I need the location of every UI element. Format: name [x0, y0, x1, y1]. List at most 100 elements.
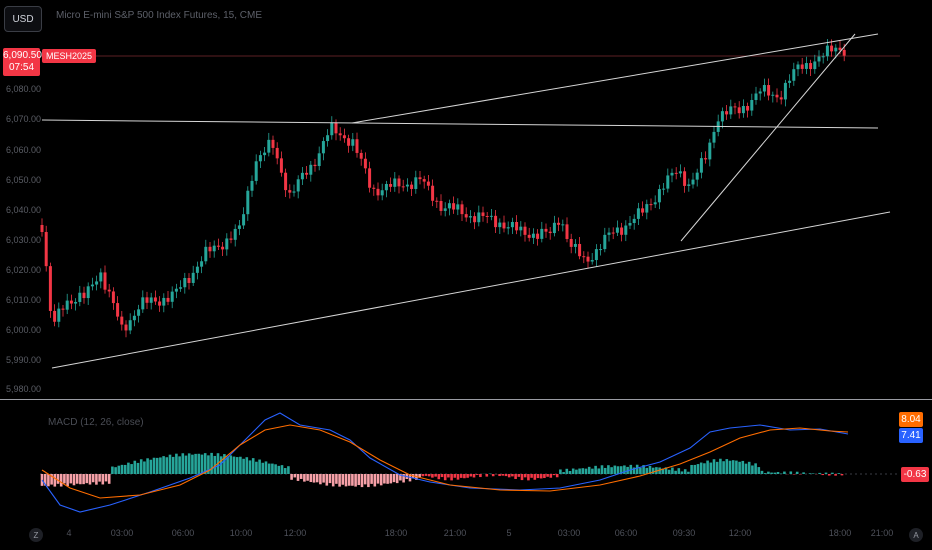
macd-histogram-bar	[219, 456, 223, 474]
candle-body	[683, 171, 687, 186]
candle-body	[741, 105, 745, 114]
macd-histogram-bar	[360, 474, 364, 488]
candle-body	[674, 172, 678, 174]
auto-scale-button[interactable]: A	[909, 528, 923, 542]
pane-divider[interactable]	[0, 399, 932, 400]
candle-body	[431, 185, 435, 201]
macd-histogram-bar	[808, 473, 812, 474]
candle-body	[347, 138, 351, 146]
candle-body	[825, 45, 829, 57]
candle-body	[86, 286, 90, 299]
candle-body	[78, 292, 82, 302]
candle-body	[166, 297, 170, 302]
macd-histogram-bar	[453, 474, 457, 478]
candle-body	[586, 256, 590, 262]
macd-histogram-bar	[379, 474, 383, 486]
candle-body	[624, 225, 628, 235]
macd-histogram-bar	[831, 472, 834, 474]
macd-histogram-bar	[603, 467, 607, 474]
macd-indicator-title[interactable]: MACD (12, 26, close)	[48, 417, 144, 428]
macd-histogram-bar	[290, 474, 293, 480]
candle-body	[502, 222, 506, 229]
macd-histogram-bar	[802, 472, 805, 474]
time-axis-label: 03:00	[110, 528, 134, 538]
candle-body	[645, 204, 649, 213]
candle-body	[813, 61, 817, 70]
macd-histogram-bar	[607, 465, 610, 474]
candle-body	[578, 243, 582, 257]
macd-histogram-bar	[760, 470, 764, 474]
macd-histogram-bar	[619, 466, 623, 474]
candle-body	[468, 216, 472, 218]
candle-body	[439, 200, 443, 211]
currency-button[interactable]: USD	[4, 6, 42, 32]
time-axis-label: 4	[66, 528, 72, 538]
macd-histogram-bar	[565, 468, 569, 474]
macd-histogram-bar	[235, 457, 239, 474]
timezone-button[interactable]: Z	[29, 528, 43, 542]
macd-histogram-bar	[63, 474, 66, 484]
candle-body	[544, 228, 548, 232]
candle-body	[69, 300, 73, 304]
macd-histogram-bar	[536, 474, 540, 479]
macd-histogram-bar	[539, 474, 543, 479]
macd-histogram-bar	[72, 474, 76, 486]
macd-histogram-bar	[168, 454, 172, 474]
candle-body	[687, 184, 691, 186]
candle-body	[540, 228, 544, 239]
candle-body	[187, 278, 191, 283]
candle-body	[296, 179, 300, 192]
macd-histogram-bar	[722, 461, 725, 474]
candle-body	[641, 208, 645, 213]
price-axis-label: 6,030.00	[6, 235, 42, 245]
macd-histogram-bar	[658, 467, 661, 474]
time-axis-label: 5	[506, 528, 512, 538]
time-axis-label: 18:00	[828, 528, 852, 538]
macd-histogram-bar	[127, 462, 130, 474]
macd-histogram-bar	[120, 464, 124, 474]
macd-histogram-bar	[117, 465, 121, 474]
candle-body	[82, 292, 86, 299]
candle-body	[725, 111, 729, 115]
candle-body	[804, 63, 808, 69]
channel-lower-line	[51, 211, 891, 369]
candle-body	[116, 303, 120, 317]
candle-body	[464, 214, 468, 218]
candle-body	[590, 260, 594, 262]
macd-histogram-bar	[642, 465, 645, 474]
candle-body	[557, 222, 561, 225]
chart-title: Micro E-mini S&P 500 Index Futures, 15, …	[56, 10, 263, 21]
macd-histogram-bar	[143, 461, 146, 474]
candle-body	[405, 184, 409, 187]
candle-body	[775, 94, 779, 98]
macd-histogram-bar	[424, 474, 428, 476]
horizontal-resistance-line	[41, 119, 879, 129]
macd-histogram-bar	[107, 474, 111, 484]
candle-body	[330, 122, 334, 136]
macd-histogram-bar	[469, 474, 473, 477]
macd-histogram-bar	[610, 467, 613, 474]
macd-histogram-bar	[706, 460, 709, 474]
price-axis-label: 5,990.00	[6, 355, 42, 365]
candle-body	[221, 246, 225, 250]
macd-histogram-bar	[88, 474, 92, 485]
candle-body	[662, 188, 666, 190]
macd-histogram-bar	[501, 474, 505, 476]
macd-histogram-bar	[392, 474, 396, 483]
macd-histogram-bar	[427, 474, 431, 477]
macd-histogram-bar	[447, 474, 450, 478]
candle-body	[582, 256, 586, 258]
macd-histogram-bar	[315, 474, 319, 483]
candle-body	[699, 158, 703, 173]
candle-body	[615, 227, 619, 233]
macd-histogram-bar	[232, 456, 236, 474]
macd-histogram-bar	[600, 465, 604, 474]
candle-body	[473, 216, 477, 223]
macd-histogram-bar	[747, 461, 751, 474]
macd-histogram-bar	[370, 474, 373, 484]
macd-histogram-bar	[402, 474, 405, 483]
candle-body	[834, 47, 838, 52]
macd-histogram-bar	[223, 454, 226, 474]
time-axis-label: 09:30	[672, 528, 696, 538]
